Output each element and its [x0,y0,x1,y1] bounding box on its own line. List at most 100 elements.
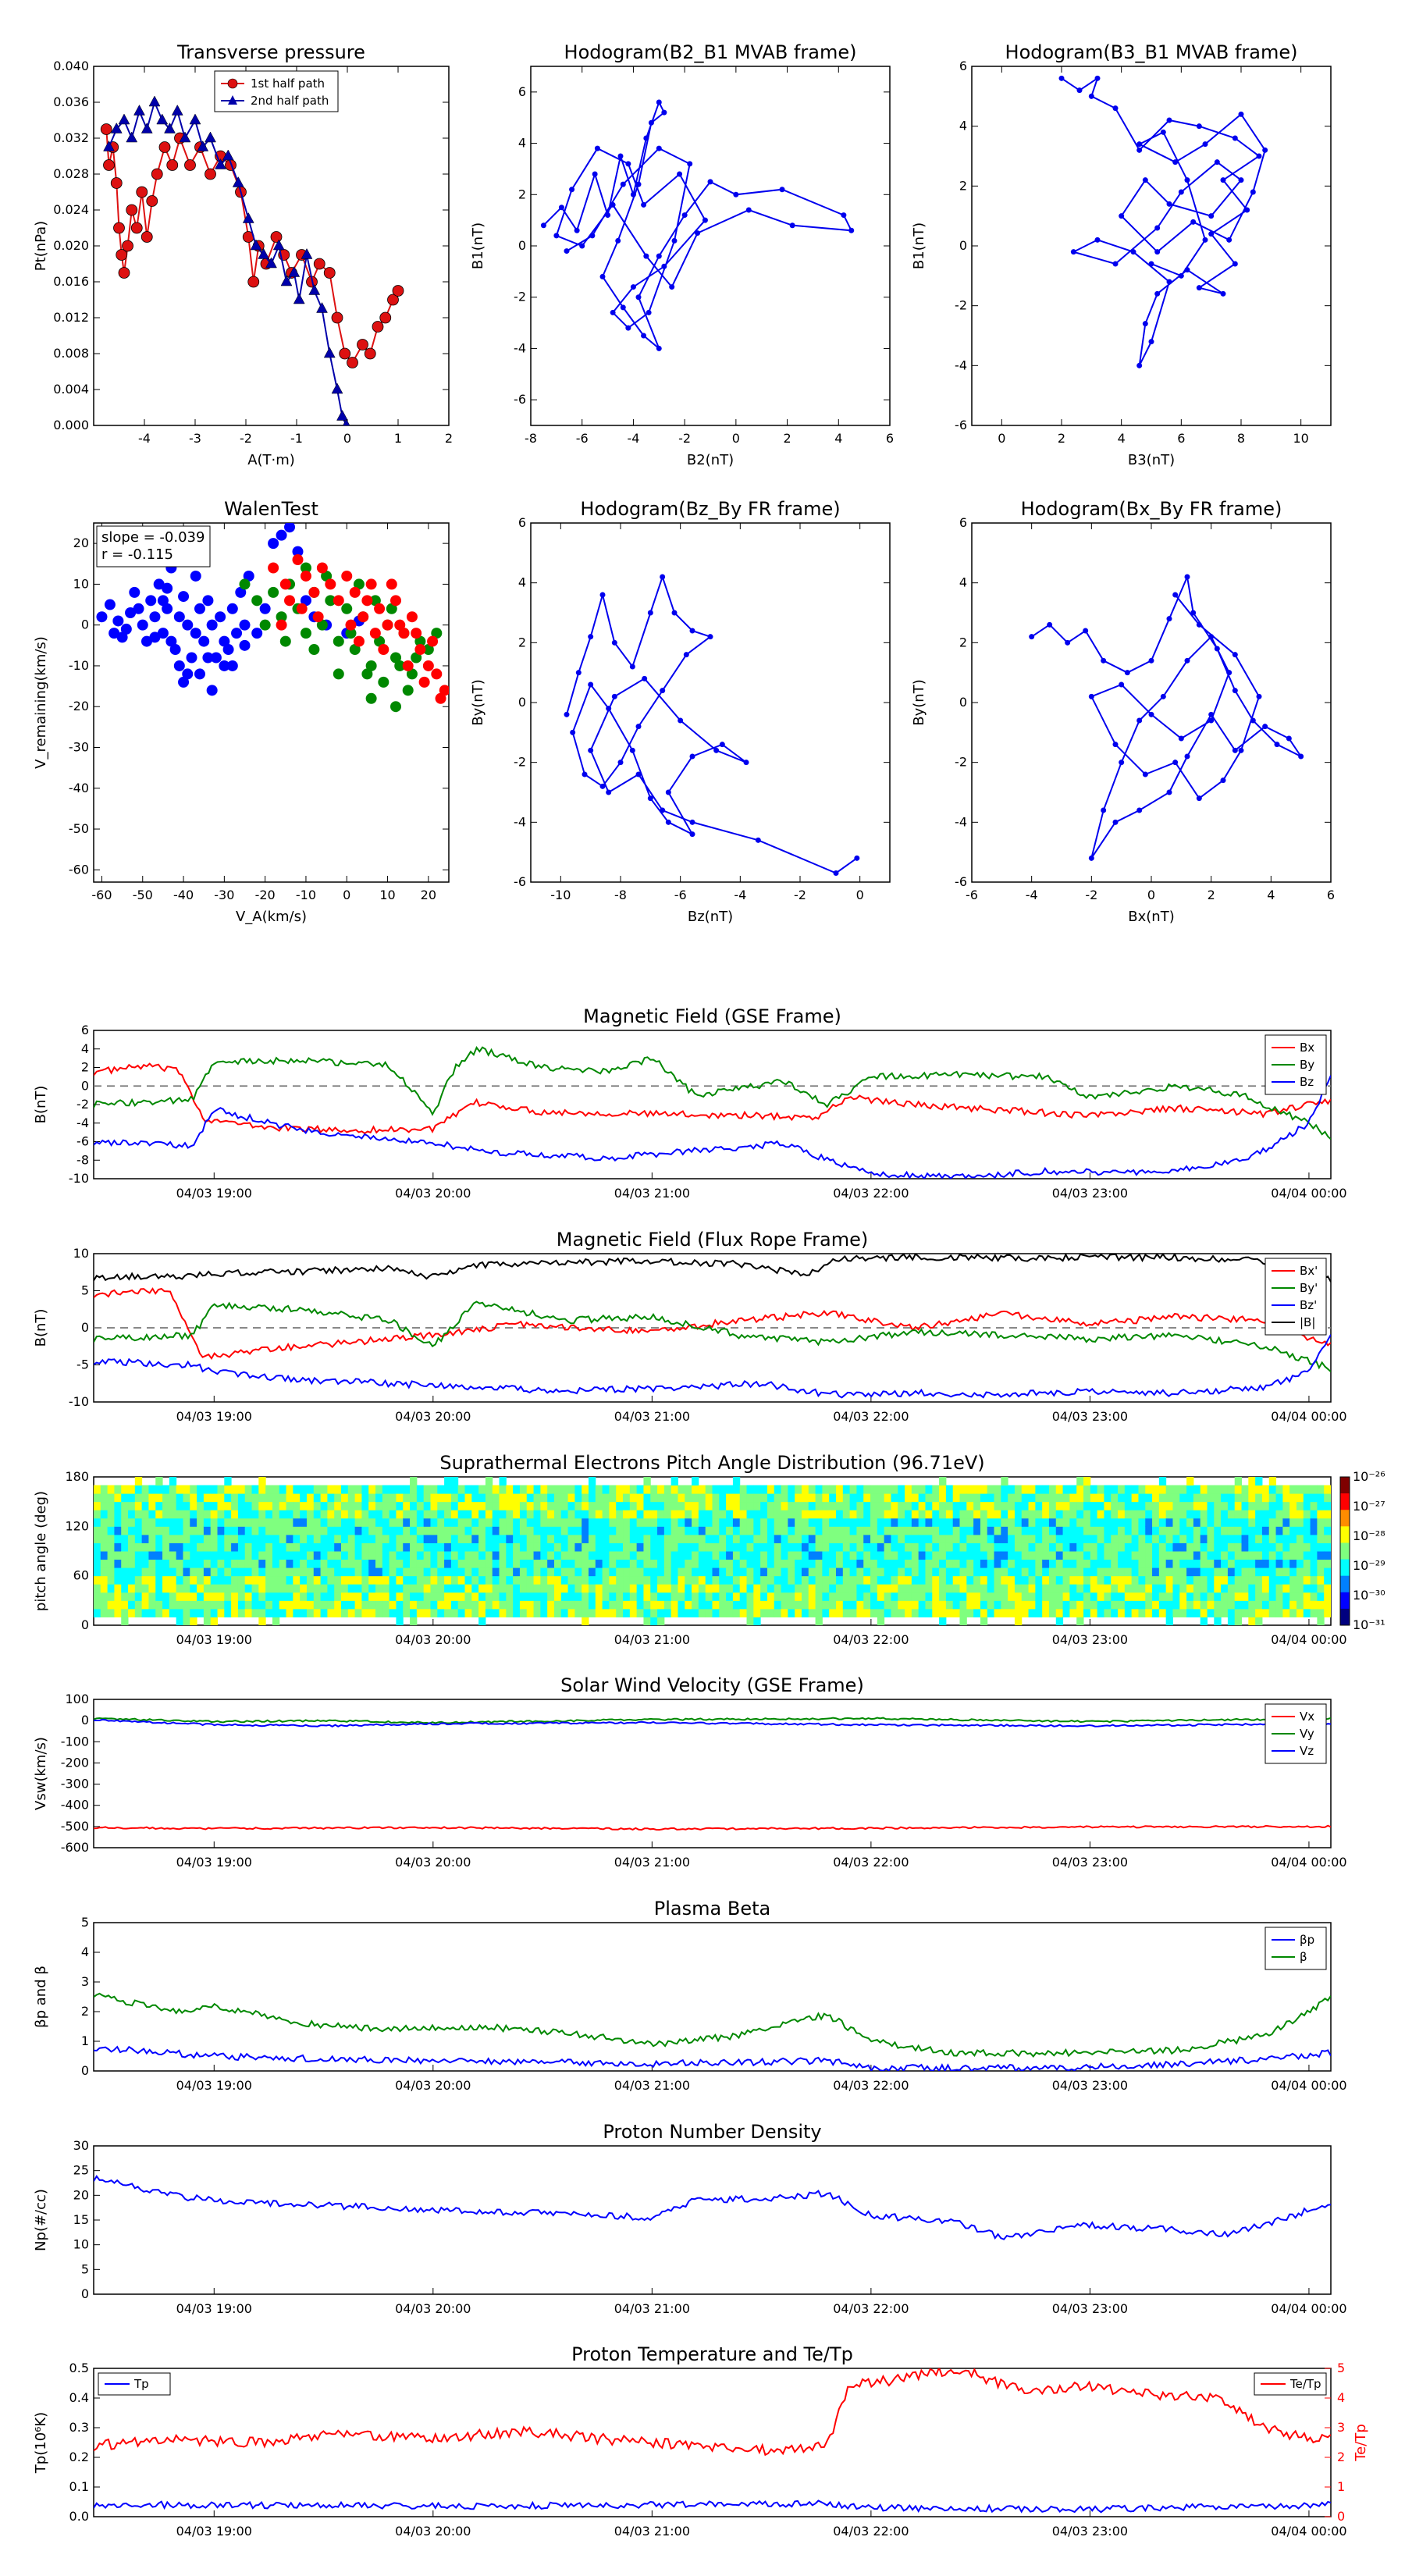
heatmap-cell [1186,1526,1194,1535]
heatmap-cell [210,1501,218,1510]
heatmap-cell [1172,1542,1180,1552]
plot-data [94,2368,1331,2514]
heatmap-cell [513,1510,521,1519]
heatmap-cell [1296,1559,1304,1568]
heatmap-cell [203,1567,212,1577]
data-point [258,247,270,259]
heatmap-cell [1214,1617,1222,1625]
heatmap-cell [114,1501,122,1510]
heatmap-cell [519,1542,528,1552]
heatmap-cell [162,1592,170,1601]
heatmap-cell [403,1485,411,1494]
heatmap-cell [602,1510,610,1519]
heatmap-cell [492,1542,500,1552]
heatmap-cell [1152,1526,1160,1535]
heatmap-cell [746,1559,754,1568]
heatmap-cell [334,1567,342,1577]
heatmap-cell [1145,1542,1153,1552]
heatmap-cell [1158,1559,1167,1568]
heatmap-cell [485,1575,493,1585]
heatmap-cell [293,1526,301,1535]
heatmap-cell [224,1526,232,1535]
heatmap-cell [643,1542,651,1552]
data-point [689,819,695,825]
heatmap-cell [519,1510,528,1519]
heatmap-cell [533,1551,541,1560]
heatmap-cell [856,1517,864,1527]
heatmap-cell [602,1592,610,1601]
heatmap-cell [1111,1542,1119,1552]
y-tick-label: 0 [81,2063,89,2078]
heatmap-cell [286,1551,293,1560]
heatmap-cell [870,1592,878,1601]
heatmap-cell [939,1592,947,1601]
heatmap-cell [884,1559,891,1568]
heatmap-cell [361,1584,369,1593]
heatmap-cell [815,1493,823,1503]
heatmap-cell [1076,1600,1084,1610]
heatmap-cell [1097,1600,1104,1610]
x-tick-label: 1 [394,431,402,446]
heatmap-cell [1124,1567,1133,1577]
heatmap-cell [1069,1551,1077,1560]
heatmap-cell [1241,1592,1249,1601]
heatmap-cell [973,1534,981,1543]
heatmap-cell [217,1608,225,1617]
heatmap-cell [712,1493,720,1503]
heatmap-cell [1152,1501,1160,1510]
heatmap-cell [162,1534,170,1543]
heatmap-cell [1069,1493,1077,1503]
heatmap-cell [1014,1551,1023,1560]
heatmap-cell [1172,1575,1180,1585]
heatmap-cell [430,1551,438,1560]
heatmap-cell [334,1559,342,1568]
heatmap-cell [293,1600,301,1610]
heatmap-cell [320,1551,328,1560]
heatmap-cell [410,1542,418,1552]
heatmap-cell [100,1510,108,1519]
heatmap-cell [1035,1534,1043,1543]
heatmap-cell [781,1600,788,1610]
heatmap-cell [574,1608,582,1617]
heatmap-cell [952,1485,960,1494]
heatmap-cell [375,1567,383,1577]
y-tick-label: -6 [514,392,526,407]
heatmap-cell [485,1567,493,1577]
heatmap-cell [1014,1517,1023,1527]
heatmap-cell [347,1501,356,1510]
heatmap-cell [306,1534,315,1543]
heatmap-cell [739,1517,748,1527]
heatmap-cell [286,1584,293,1593]
heatmap-cell [712,1600,720,1610]
data-point [300,562,311,574]
heatmap-cell [719,1584,727,1593]
heatmap-cell [663,1485,672,1494]
heatmap-cell [567,1526,575,1535]
heatmap-cell [1324,1493,1331,1503]
heatmap-cell [726,1584,734,1593]
heatmap-cell [1234,1517,1243,1527]
heatmap-cell [952,1517,960,1527]
heatmap-cell [1255,1575,1263,1585]
heatmap-cell [1145,1517,1153,1527]
heatmap-cell [663,1510,672,1519]
heatmap-cell [444,1526,452,1535]
heatmap-cell [148,1600,156,1610]
heatmap-cell [712,1567,720,1577]
heatmap-cell [1111,1600,1119,1610]
heatmap-cell [1111,1526,1119,1535]
heatmap-cell [1241,1526,1249,1535]
heatmap-cell [732,1567,741,1577]
heatmap-cell [732,1551,741,1560]
heatmap-cell [368,1534,376,1543]
heatmap-cell [190,1551,197,1560]
heatmap-cell [361,1510,369,1519]
y-tick-label: -4 [514,340,526,355]
heatmap-cell [692,1485,699,1494]
data-point [110,177,123,189]
series-line-βp [94,2045,1331,2071]
y-right-tick-label: 4 [1337,2390,1345,2405]
heatmap-cell [444,1600,452,1610]
heatmap-cell [107,1485,115,1494]
heatmap-cell [1042,1592,1050,1601]
